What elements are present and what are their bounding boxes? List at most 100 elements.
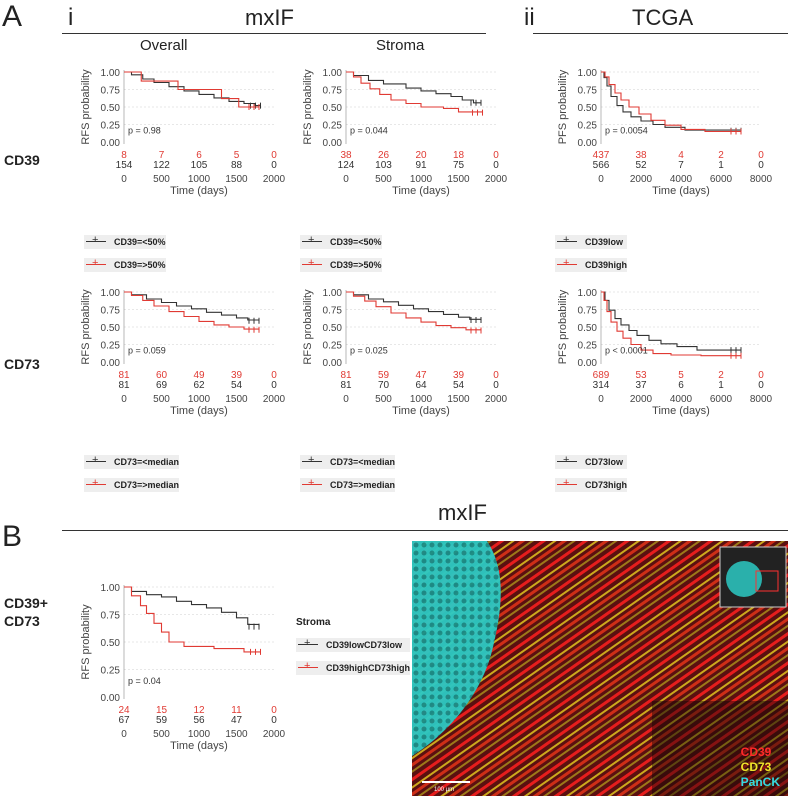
legend-label: CD39=>50% bbox=[114, 260, 166, 270]
risk-count: 566 bbox=[593, 160, 610, 171]
risk-count: 12 bbox=[193, 705, 205, 716]
channel-cd39: CD39 bbox=[740, 745, 772, 759]
risk-count: 67 bbox=[118, 715, 130, 726]
legend-cd73-tcga: CD73low CD73high bbox=[555, 453, 628, 501]
risk-count: 20 bbox=[415, 150, 427, 161]
legend-label: CD73low bbox=[585, 457, 624, 467]
km-curve-black bbox=[124, 71, 261, 107]
x-axis-label: Time (days) bbox=[392, 405, 450, 417]
legend-label: CD39=<50% bbox=[330, 237, 382, 247]
legend-label: CD73=>median bbox=[114, 480, 180, 490]
km-chart-cd73-stroma: RFS probability 0.00 0.25 0.50 0.75 1.00 p = 0… bbox=[302, 288, 508, 417]
risk-count: 122 bbox=[153, 160, 170, 171]
y-tick-label: 0.00 bbox=[101, 138, 121, 149]
x-axis-label: Time (days) bbox=[392, 185, 450, 197]
panel-letter-b: B bbox=[2, 520, 23, 553]
y-tick-label: 0.50 bbox=[101, 103, 121, 114]
risk-count: 8 bbox=[121, 150, 127, 161]
p-value: p = 0.04 bbox=[128, 676, 161, 686]
risk-count: 7 bbox=[678, 160, 684, 171]
y-tick-label: 0.50 bbox=[101, 323, 121, 334]
km-curve-black bbox=[346, 71, 481, 104]
y-tick-label: 0.25 bbox=[323, 341, 343, 352]
x-tick-label: 0 bbox=[598, 394, 604, 405]
legend-label: CD39=>50% bbox=[330, 260, 382, 270]
legend-label: CD73=<median bbox=[330, 457, 396, 467]
y-tick-label: 1.00 bbox=[101, 288, 121, 299]
row-label-cd73: CD73 bbox=[4, 356, 40, 372]
km-curve-black bbox=[346, 291, 482, 320]
mxif-header-b: mxIF bbox=[438, 500, 487, 525]
y-tick-label: 0.00 bbox=[578, 138, 598, 149]
km-chart-cd39-tcga: PFS probability 0.00 0.25 0.50 0.75 1.00 p = 0… bbox=[557, 68, 773, 197]
y-tick-label: 0.25 bbox=[323, 121, 343, 132]
p-value: p < 0.0001 bbox=[605, 346, 648, 356]
risk-count: 0 bbox=[493, 160, 499, 171]
panel-letter-a: A bbox=[2, 0, 23, 33]
x-tick-label: 0 bbox=[121, 729, 127, 740]
x-tick-label: 0 bbox=[598, 174, 604, 185]
channel-cd73: CD73 bbox=[740, 760, 772, 774]
risk-count: 59 bbox=[378, 370, 390, 381]
km-curve-black bbox=[601, 71, 742, 131]
legend-item-red: CD39high bbox=[555, 256, 628, 272]
x-tick-label: 1000 bbox=[410, 394, 433, 405]
x-tick-label: 2000 bbox=[630, 394, 653, 405]
x-tick-label: 4000 bbox=[670, 174, 693, 185]
risk-count: 103 bbox=[375, 160, 392, 171]
legend-cd73-overall: CD73=<median CD73=>median bbox=[84, 453, 180, 501]
x-tick-label: 2000 bbox=[263, 174, 286, 185]
x-tick-label: 500 bbox=[153, 394, 170, 405]
legend-label: CD73=>median bbox=[330, 480, 396, 490]
y-tick-label: 1.00 bbox=[578, 68, 598, 79]
risk-count: 6 bbox=[678, 380, 684, 391]
legend-label: CD39=<50% bbox=[114, 237, 166, 247]
x-tick-label: 1000 bbox=[188, 729, 211, 740]
legend-item-red: CD73=>median bbox=[84, 476, 180, 492]
risk-count: 39 bbox=[231, 370, 243, 381]
y-tick-label: 0.75 bbox=[101, 86, 121, 97]
y-tick-label: 0.50 bbox=[578, 103, 598, 114]
x-axis-label: Time (days) bbox=[652, 185, 710, 197]
risk-count: 24 bbox=[118, 705, 130, 716]
risk-count: 64 bbox=[415, 380, 427, 391]
x-tick-label: 1500 bbox=[447, 174, 470, 185]
risk-count: 0 bbox=[758, 160, 764, 171]
p-value: p = 0.0054 bbox=[605, 126, 648, 136]
section-ii-label: ii bbox=[524, 4, 535, 31]
y-tick-label: 0.50 bbox=[323, 103, 343, 114]
legend-cd39-stroma: CD39=<50% CD39=>50% bbox=[300, 233, 382, 281]
x-tick-label: 0 bbox=[343, 394, 349, 405]
x-tick-label: 0 bbox=[343, 174, 349, 185]
legend-cd73-stroma: CD73=<median CD73=>median bbox=[300, 453, 396, 501]
legend-label: CD39lowCD73low bbox=[326, 640, 403, 650]
risk-count: 47 bbox=[415, 370, 427, 381]
x-tick-label: 2000 bbox=[630, 174, 653, 185]
risk-count: 37 bbox=[635, 380, 647, 391]
y-tick-label: 1.00 bbox=[578, 288, 598, 299]
risk-count: 0 bbox=[271, 150, 277, 161]
y-tick-label: 0.75 bbox=[323, 86, 343, 97]
km-curve-red bbox=[346, 71, 484, 113]
km-chart-cd73-tcga: PFS probability 0.00 0.25 0.50 0.75 1.00 p < 0… bbox=[557, 288, 773, 417]
risk-count: 0 bbox=[493, 150, 499, 161]
y-tick-label: 0.00 bbox=[323, 138, 343, 149]
x-axis-label: Time (days) bbox=[652, 405, 710, 417]
p-value: p = 0.025 bbox=[350, 346, 388, 356]
risk-count: 0 bbox=[493, 370, 499, 381]
legend-label: CD39high bbox=[585, 260, 628, 270]
x-tick-label: 1000 bbox=[188, 394, 211, 405]
risk-count: 0 bbox=[271, 705, 277, 716]
legend-item-black: CD73=<median bbox=[84, 453, 180, 469]
y-tick-label: 0.75 bbox=[578, 306, 598, 317]
legend-item-red: CD39=>50% bbox=[300, 256, 382, 272]
risk-count: 54 bbox=[453, 380, 465, 391]
risk-count: 52 bbox=[635, 160, 647, 171]
y-axis-label: RFS probability bbox=[80, 69, 92, 145]
section-i-label: i bbox=[68, 4, 74, 31]
row-label-line1: CD39+ bbox=[4, 595, 48, 611]
x-tick-label: 1000 bbox=[188, 174, 211, 185]
x-tick-label: 1500 bbox=[225, 729, 248, 740]
risk-count: 6 bbox=[196, 150, 202, 161]
y-tick-label: 0.25 bbox=[578, 341, 598, 352]
